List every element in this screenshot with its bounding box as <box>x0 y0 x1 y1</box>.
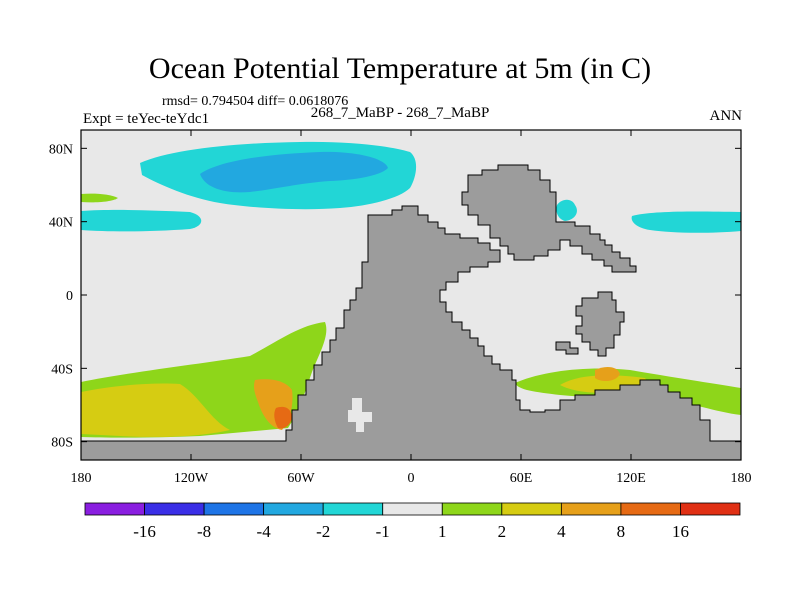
colorbar-swatch <box>620 502 681 516</box>
colorbar-swatch <box>680 502 741 516</box>
anomaly-region-arctic-blue <box>200 151 388 193</box>
colorbar-label: -1 <box>376 522 390 541</box>
land-tethys-island <box>575 291 625 357</box>
x-tick-label: 180 <box>71 471 92 486</box>
colorbar-swatch <box>382 502 443 516</box>
chart-title: Ocean Potential Temperature at 5m (in C) <box>148 52 652 85</box>
run-comparison-label: 268_7_MaBP - 268_7_MaBP <box>310 105 490 121</box>
colorbar-label: -4 <box>257 522 272 541</box>
land-laurasia-east <box>461 164 637 273</box>
anomaly-region-east-cyan-1 <box>556 199 577 221</box>
colorbar: -16 -8 -4 -2 -1 1 2 4 8 16 <box>84 502 741 541</box>
colorbar-swatch <box>203 502 265 516</box>
colorbar-swatch <box>144 502 205 516</box>
x-tick-label: 120W <box>174 471 209 486</box>
y-tick-label: 0 <box>66 289 73 304</box>
y-tick-label: 80S <box>51 436 73 451</box>
colorbar-swatch <box>263 502 324 516</box>
x-tick-label: 60W <box>287 471 315 486</box>
x-axis: 180 120W 60W 0 60E 120E 180 <box>71 130 752 486</box>
rmsd-diff-stats: rmsd= 0.794504 diff= 0.0618076 <box>162 94 349 109</box>
colorbar-swatch <box>84 502 145 516</box>
y-tick-label: 40N <box>49 216 73 231</box>
anomaly-region-west-cyan-band <box>81 209 202 232</box>
anomaly-region-south-atlantic-darkorange <box>274 406 292 429</box>
land-pangaea-west <box>80 205 742 461</box>
colorbar-label: -8 <box>197 522 211 541</box>
colorbar-label: 16 <box>672 522 689 541</box>
x-tick-label: 180 <box>731 471 752 486</box>
land-small-islet <box>555 341 579 355</box>
colorbar-swatch <box>441 502 503 516</box>
x-tick-label: 60E <box>510 471 533 486</box>
colorbar-label: 8 <box>617 522 626 541</box>
anomaly-region-east-cyan-2 <box>631 211 741 233</box>
season-label: ANN <box>709 108 743 124</box>
y-axis: 80N 40N 0 40S 80S <box>49 142 741 451</box>
colorbar-label: 2 <box>498 522 507 541</box>
anomaly-region-west-green <box>81 193 118 203</box>
colorbar-label: 4 <box>557 522 566 541</box>
ocean-inlet-south <box>348 398 372 432</box>
anomaly-region-south-atlantic-yellow <box>81 383 230 437</box>
colorbar-swatch <box>560 502 622 516</box>
anomaly-region-indian-ocean-orange <box>595 366 620 382</box>
x-tick-label: 0 <box>408 471 415 486</box>
x-tick-label: 120E <box>616 471 646 486</box>
map-plot-area <box>80 130 742 461</box>
colorbar-label: -16 <box>133 522 156 541</box>
y-tick-label: 80N <box>49 142 73 157</box>
y-tick-label: 40S <box>51 362 73 377</box>
colorbar-swatch <box>501 502 562 516</box>
colorbar-label: -2 <box>316 522 330 541</box>
experiment-label: Expt = teYec-teYdc1 <box>83 111 210 127</box>
colorbar-label: 1 <box>438 522 447 541</box>
colorbar-swatch <box>322 502 384 516</box>
